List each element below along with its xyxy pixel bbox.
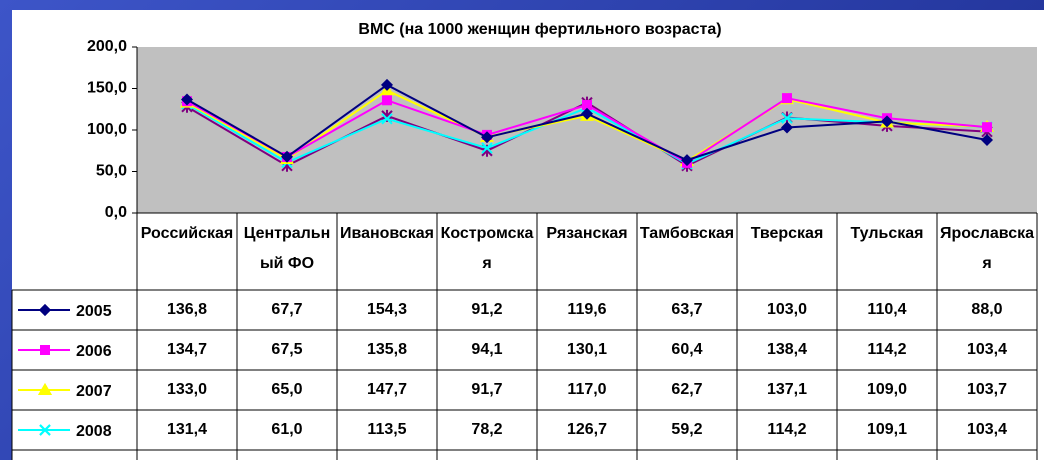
- data-cell: 63,7: [671, 301, 702, 318]
- marker: [582, 100, 592, 111]
- marker: [481, 131, 493, 144]
- category-label: Ярославская: [939, 225, 1035, 272]
- category-label: Тверская: [750, 225, 824, 242]
- y-tick-label: 100,0: [87, 121, 127, 138]
- marker: [981, 133, 993, 146]
- marker: [40, 345, 50, 355]
- data-cell: 133,0: [167, 381, 207, 398]
- data-cell: 67,7: [271, 301, 302, 318]
- category-label: Ивановская: [339, 225, 435, 242]
- marker: [281, 150, 293, 163]
- marker: [481, 142, 493, 154]
- data-cell: 130,1: [567, 341, 607, 358]
- data-cell: 103,4: [967, 421, 1007, 438]
- data-cell: 65,0: [271, 381, 302, 398]
- data-cell: 134,7: [167, 341, 207, 358]
- data-cell: 135,8: [367, 341, 407, 358]
- marker: [381, 78, 393, 91]
- marker: [681, 154, 693, 167]
- marker: [181, 93, 193, 106]
- data-cell: 61,0: [271, 421, 302, 438]
- category-label: Костромская: [440, 225, 534, 272]
- data-cell: 136,8: [167, 301, 207, 318]
- marker: [381, 113, 393, 125]
- data-cell: 103,0: [767, 301, 807, 318]
- data-cell: 94,1: [471, 341, 502, 358]
- data-cell: 62,7: [671, 381, 702, 398]
- data-cell: 78,2: [471, 421, 502, 438]
- data-cell: 119,6: [567, 301, 606, 318]
- data-cell: 103,7: [967, 381, 1007, 398]
- marker: [781, 121, 793, 134]
- marker: [39, 424, 51, 436]
- legend-label: 2005: [76, 303, 112, 320]
- category-label: Тульская: [850, 225, 924, 242]
- marker: [39, 304, 51, 316]
- data-cell: 113,5: [367, 421, 406, 438]
- plot-area: [137, 47, 1037, 213]
- legend-label: 2008: [76, 423, 112, 440]
- chart-title: ВМС (на 1000 женщин фертильного возраста…: [358, 21, 721, 38]
- marker: [38, 383, 52, 395]
- data-cell: 110,4: [867, 301, 906, 318]
- data-cell: 131,4: [167, 421, 207, 438]
- data-cell: 91,7: [471, 381, 502, 398]
- legend-label: 2006: [76, 343, 112, 360]
- y-tick-label: 150,0: [87, 80, 127, 97]
- marker: [781, 112, 793, 124]
- data-cell: 88,0: [971, 301, 1002, 318]
- marker: [782, 93, 792, 104]
- data-cell: 114,2: [867, 341, 906, 358]
- data-cell: 67,5: [271, 341, 302, 358]
- data-cell: 117,0: [567, 381, 606, 398]
- y-tick-label: 0,0: [105, 204, 127, 221]
- legend-label: 2007: [76, 383, 112, 400]
- data-cell: 109,0: [867, 381, 907, 398]
- data-cell: 147,7: [367, 381, 407, 398]
- data-cell: 114,2: [767, 421, 806, 438]
- category-label: Тамбовская: [639, 225, 735, 242]
- data-cell: 126,7: [567, 421, 607, 438]
- marker: [982, 122, 992, 133]
- category-label: Центральный ФО: [243, 225, 331, 272]
- data-cell: 103,4: [967, 341, 1007, 358]
- marker: [382, 95, 392, 106]
- category-label: Рязанская: [546, 225, 628, 242]
- marker: [581, 107, 593, 120]
- data-cell: 137,1: [767, 381, 807, 398]
- data-cell: 59,2: [671, 421, 702, 438]
- data-cell: 60,4: [671, 341, 702, 358]
- category-label: Российская: [140, 225, 234, 242]
- y-tick-label: 200,0: [87, 38, 127, 55]
- data-cell: 109,1: [867, 421, 907, 438]
- y-tick-label: 50,0: [96, 163, 127, 180]
- data-cell: 91,2: [471, 301, 502, 318]
- data-cell: 154,3: [367, 301, 407, 318]
- data-cell: 138,4: [767, 341, 807, 358]
- marker: [881, 115, 893, 128]
